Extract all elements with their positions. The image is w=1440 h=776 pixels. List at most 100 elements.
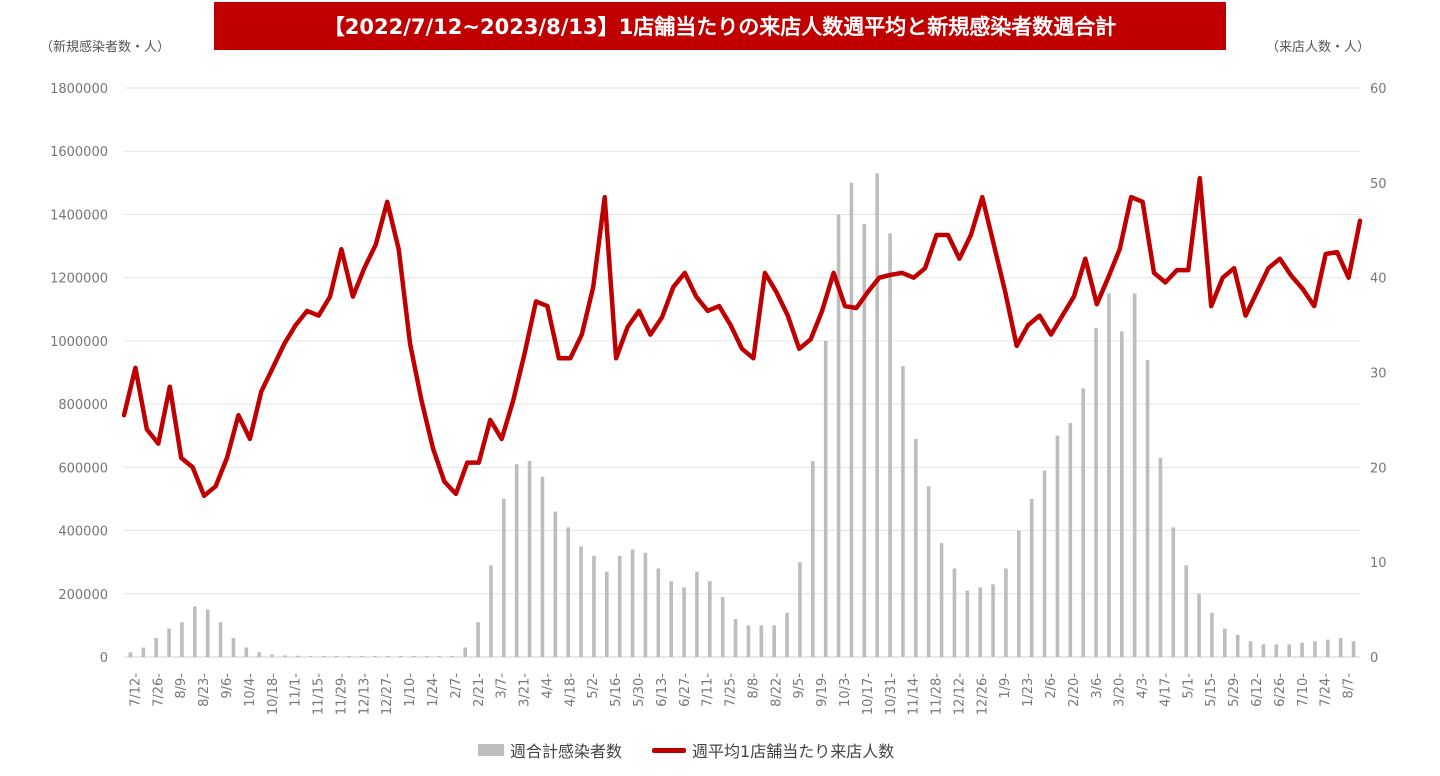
bar xyxy=(231,638,236,657)
bar xyxy=(1171,527,1176,657)
bar xyxy=(1120,331,1124,657)
bar xyxy=(257,652,261,657)
bar xyxy=(270,654,274,657)
x-tick-label: 3/20- xyxy=(1113,673,1128,707)
x-tick-label: 6/13- xyxy=(655,673,670,707)
bar xyxy=(592,555,596,657)
chart-title-banner: 【2022/7/12~2023/8/13】1店舗当たりの来店人数週平均と新規感染… xyxy=(214,2,1226,50)
bar xyxy=(347,656,352,657)
bar xyxy=(1184,565,1188,657)
bar xyxy=(656,568,661,657)
bar xyxy=(759,625,764,657)
x-tick-label: 11/1- xyxy=(289,673,304,707)
x-tick-label: 6/26- xyxy=(1273,673,1288,707)
bar xyxy=(1145,359,1150,657)
bar xyxy=(193,606,197,657)
bar xyxy=(373,656,377,657)
x-tick-label: 11/28- xyxy=(930,673,945,715)
y-right-tick-label: 40 xyxy=(1370,272,1387,287)
x-tick-label: 4/3- xyxy=(1136,673,1151,699)
bar xyxy=(836,214,841,657)
x-tick-label: 11/14- xyxy=(907,673,922,715)
x-tick-label: 12/12- xyxy=(952,673,967,715)
bar xyxy=(489,565,493,657)
x-tick-label: 3/21- xyxy=(518,673,533,707)
y-left-tick-label: 1400000 xyxy=(50,208,108,223)
bar xyxy=(682,587,686,657)
bar xyxy=(283,655,287,657)
bar xyxy=(1017,530,1021,657)
series-line-visitors xyxy=(121,175,1363,499)
bar xyxy=(772,625,776,657)
legend-label-bars: 週合計感染者数 xyxy=(510,742,623,761)
bar xyxy=(244,647,249,657)
x-tick-label: 9/5- xyxy=(792,673,807,699)
bar xyxy=(1313,641,1317,657)
bar xyxy=(1248,641,1253,657)
bar xyxy=(399,656,403,657)
bar xyxy=(733,619,738,657)
bar xyxy=(617,555,622,657)
legend-item-line: 週平均1店舗当たり来店人数 xyxy=(652,738,894,762)
x-tick-label: 7/12- xyxy=(128,673,143,707)
x-tick-label: 5/30- xyxy=(632,673,647,707)
bar xyxy=(514,464,519,657)
x-tick-label: 5/29- xyxy=(1227,673,1242,707)
bar xyxy=(1042,470,1047,657)
bar xyxy=(811,461,815,657)
y-right-tick-label: 60 xyxy=(1370,82,1387,97)
bar xyxy=(823,340,828,657)
bar xyxy=(1068,423,1073,657)
x-tick-label: 7/26- xyxy=(151,673,166,707)
bar xyxy=(463,647,467,657)
bar xyxy=(450,656,455,657)
legend-label-line: 週平均1店舗当たり来店人数 xyxy=(692,742,895,761)
x-tick-label: 10/31- xyxy=(884,673,899,715)
x-tick-label: 5/15- xyxy=(1204,673,1219,707)
bar xyxy=(1094,328,1098,657)
y-left-tick-label: 1200000 xyxy=(50,272,108,287)
bar xyxy=(386,656,390,657)
bar xyxy=(939,543,944,657)
bar xyxy=(1055,435,1060,657)
x-tick-label: 2/7- xyxy=(449,673,464,699)
y-left-tick-label: 800000 xyxy=(58,398,108,413)
x-tick-label: 5/1- xyxy=(1181,673,1196,699)
y-left-tick-label: 1600000 xyxy=(50,145,108,160)
bar xyxy=(643,552,648,657)
bar xyxy=(914,438,918,657)
x-tick-label: 5/2- xyxy=(586,673,601,699)
legend-swatch-bars xyxy=(478,744,504,756)
bar xyxy=(1235,634,1240,657)
bar xyxy=(1107,293,1111,657)
x-tick-label: 7/24- xyxy=(1319,673,1334,707)
x-tick-label: 7/11- xyxy=(701,673,716,707)
bar xyxy=(1351,641,1356,657)
bar xyxy=(1210,612,1214,657)
bar xyxy=(708,581,712,657)
bar xyxy=(901,366,905,657)
bar xyxy=(1029,498,1034,657)
x-tick-label: 2/6- xyxy=(1044,673,1059,699)
bar xyxy=(1004,568,1008,657)
x-tick-label: 11/29- xyxy=(334,673,349,715)
bar xyxy=(128,652,133,657)
x-tick-label: 7/25- xyxy=(724,673,739,707)
legend-swatch-line xyxy=(652,747,687,753)
x-tick-label: 8/7- xyxy=(1342,673,1357,699)
bar xyxy=(849,182,854,658)
bar xyxy=(798,562,802,657)
bar xyxy=(360,656,364,657)
legend-item-bars: 週合計感染者数 xyxy=(478,738,622,762)
x-tick-label: 1/23- xyxy=(1021,673,1036,707)
y-right-tick-label: 30 xyxy=(1370,367,1387,382)
bar xyxy=(746,625,751,657)
bar xyxy=(321,656,326,657)
bar xyxy=(926,486,931,657)
x-tick-label: 10/4- xyxy=(243,673,258,707)
x-tick-label: 10/18- xyxy=(266,673,281,715)
x-tick-label: 8/9- xyxy=(174,673,189,699)
y-right-tick-label: 20 xyxy=(1370,461,1387,476)
bar xyxy=(695,571,699,657)
x-tick-label: 9/6- xyxy=(220,673,235,699)
